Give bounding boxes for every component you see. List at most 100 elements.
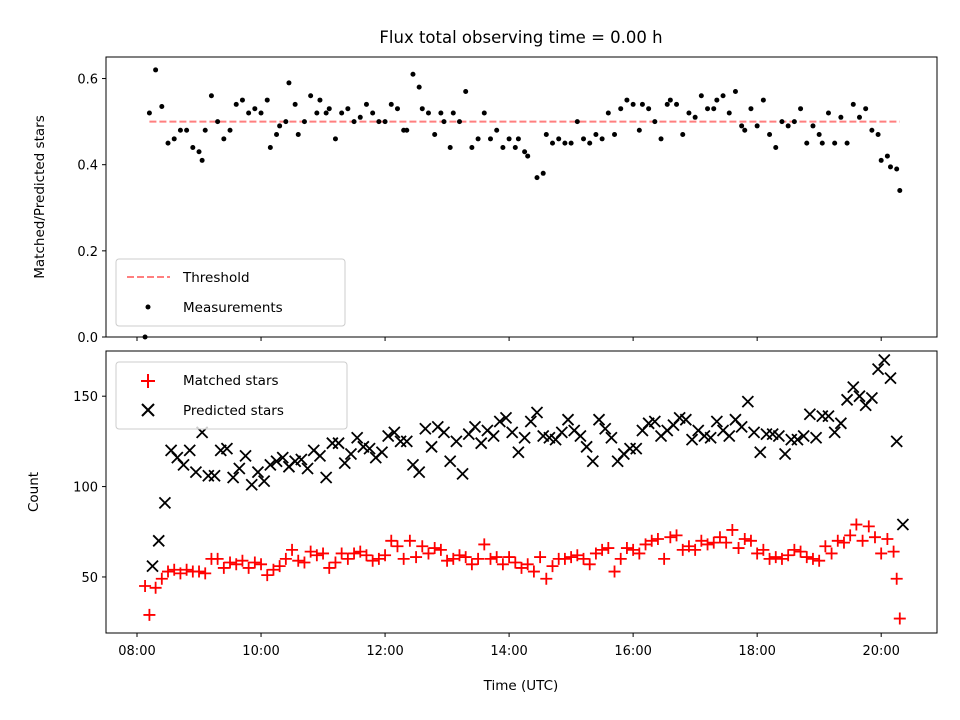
matched-star-point <box>224 556 237 569</box>
predicted-star-point <box>828 426 841 439</box>
predicted-star-point <box>313 449 327 462</box>
measurement-point <box>599 136 605 142</box>
bottom-x-ticks: 08:00 10:00 12:00 14:00 16:00 18:00 20:00 <box>118 633 900 659</box>
measurement-point <box>227 127 233 133</box>
matched-star-point <box>782 549 795 562</box>
top-y-tick-label: 0.2 <box>77 245 98 260</box>
measurement-point <box>705 106 711 112</box>
measurement-point <box>664 101 670 107</box>
predicted-star-point <box>419 422 432 435</box>
measurement-point <box>419 106 425 112</box>
measurement-point <box>416 84 422 90</box>
predicted-star-point <box>245 478 258 491</box>
matched-star-point <box>534 551 547 564</box>
matched-star-point <box>701 538 714 551</box>
measurement-point <box>726 110 732 116</box>
predicted-star-point <box>468 420 482 434</box>
measurement-point <box>317 97 323 103</box>
predicted-star-point <box>561 413 575 426</box>
top-y-tick-label: 0.4 <box>77 159 98 174</box>
measurement-point <box>525 153 531 159</box>
predicted-star-point <box>475 437 488 450</box>
matched-star-point <box>366 554 379 567</box>
measurement-point <box>742 127 748 133</box>
matched-star-point <box>428 542 441 555</box>
matched-star-point <box>174 567 187 580</box>
predicted-star-point <box>704 431 717 444</box>
bottom-legend: Matched stars Predicted stars <box>115 361 348 430</box>
chart-title: Flux total observing time = 0.00 h <box>379 28 662 47</box>
measurement-point <box>475 136 481 142</box>
matched-star-point <box>267 563 280 576</box>
matched-star-point <box>633 547 646 560</box>
predicted-star-point <box>599 422 612 435</box>
predicted-star-point <box>301 462 314 475</box>
measurement-point <box>748 106 754 112</box>
measurement-point <box>646 106 652 112</box>
predicted-star-point <box>444 455 457 468</box>
matched-star-point <box>459 551 472 564</box>
predicted-star-point <box>425 440 438 453</box>
measurement-point <box>534 175 540 181</box>
measurement-point <box>432 132 438 138</box>
measurement-point <box>897 188 903 194</box>
measurement-point <box>252 106 258 112</box>
matched-star-point <box>676 543 689 556</box>
matched-star-point <box>558 552 571 565</box>
measurement-point <box>487 136 493 142</box>
measurement-point <box>816 132 822 138</box>
bottom-axes-frame <box>105 350 938 634</box>
matched-star-point <box>565 551 578 564</box>
matched-star-point <box>298 556 311 569</box>
matched-star-point <box>391 540 404 553</box>
matched-star-point <box>868 531 881 544</box>
measurement-point <box>388 101 394 107</box>
top-legend-box <box>115 258 346 327</box>
predicted-star-point <box>220 442 234 455</box>
matched-star-point <box>255 558 268 571</box>
predicted-star-point <box>450 435 463 448</box>
measurement-point <box>326 106 332 112</box>
x-tick-label: 18:00 <box>738 644 775 659</box>
measurement-point <box>869 127 875 133</box>
predicted-star-point <box>276 451 289 464</box>
predicted-star-point <box>518 431 531 444</box>
matched-star-point <box>664 531 677 544</box>
matched-star-point <box>763 552 776 565</box>
x-tick-label: 20:00 <box>862 644 899 659</box>
measurement-point <box>515 136 521 142</box>
x-tick-label: 10:00 <box>242 644 279 659</box>
top-panel: 0.0 0.2 0.4 0.6 Matched/Predicted stars Thr… <box>32 56 938 346</box>
matched-star-point <box>472 552 485 565</box>
matched-star-point <box>453 549 466 562</box>
matched-star-point <box>602 542 615 555</box>
matched-star-point <box>720 536 733 549</box>
measurement-point <box>863 106 869 112</box>
measurement-point <box>277 123 283 129</box>
matched-star-point <box>757 543 770 556</box>
predicted-star-point <box>233 462 246 475</box>
measurement-point <box>810 123 816 129</box>
measurement-point <box>884 153 890 159</box>
matched-star-point <box>769 551 782 564</box>
measurement-point <box>425 110 431 116</box>
matched-star-point <box>236 554 249 567</box>
matched-star-point <box>577 552 590 565</box>
measurement-point <box>441 119 447 125</box>
measurement-point <box>506 136 512 142</box>
matched-star-point <box>410 551 423 564</box>
predicted-star-point <box>685 433 699 446</box>
measurement-point <box>658 136 664 142</box>
measurement-point <box>292 101 298 107</box>
bottom-legend-box <box>115 361 348 430</box>
predicted-star-point <box>580 440 593 453</box>
measurement-point <box>159 104 165 110</box>
matched-star-point <box>887 545 900 558</box>
x-tick-label: 14:00 <box>490 644 527 659</box>
bottom-y-tick-label: 100 <box>73 481 98 496</box>
matched-star-point <box>416 540 429 553</box>
measurement-point <box>382 119 388 125</box>
measurement-point <box>301 119 307 125</box>
measurement-point <box>540 170 546 176</box>
